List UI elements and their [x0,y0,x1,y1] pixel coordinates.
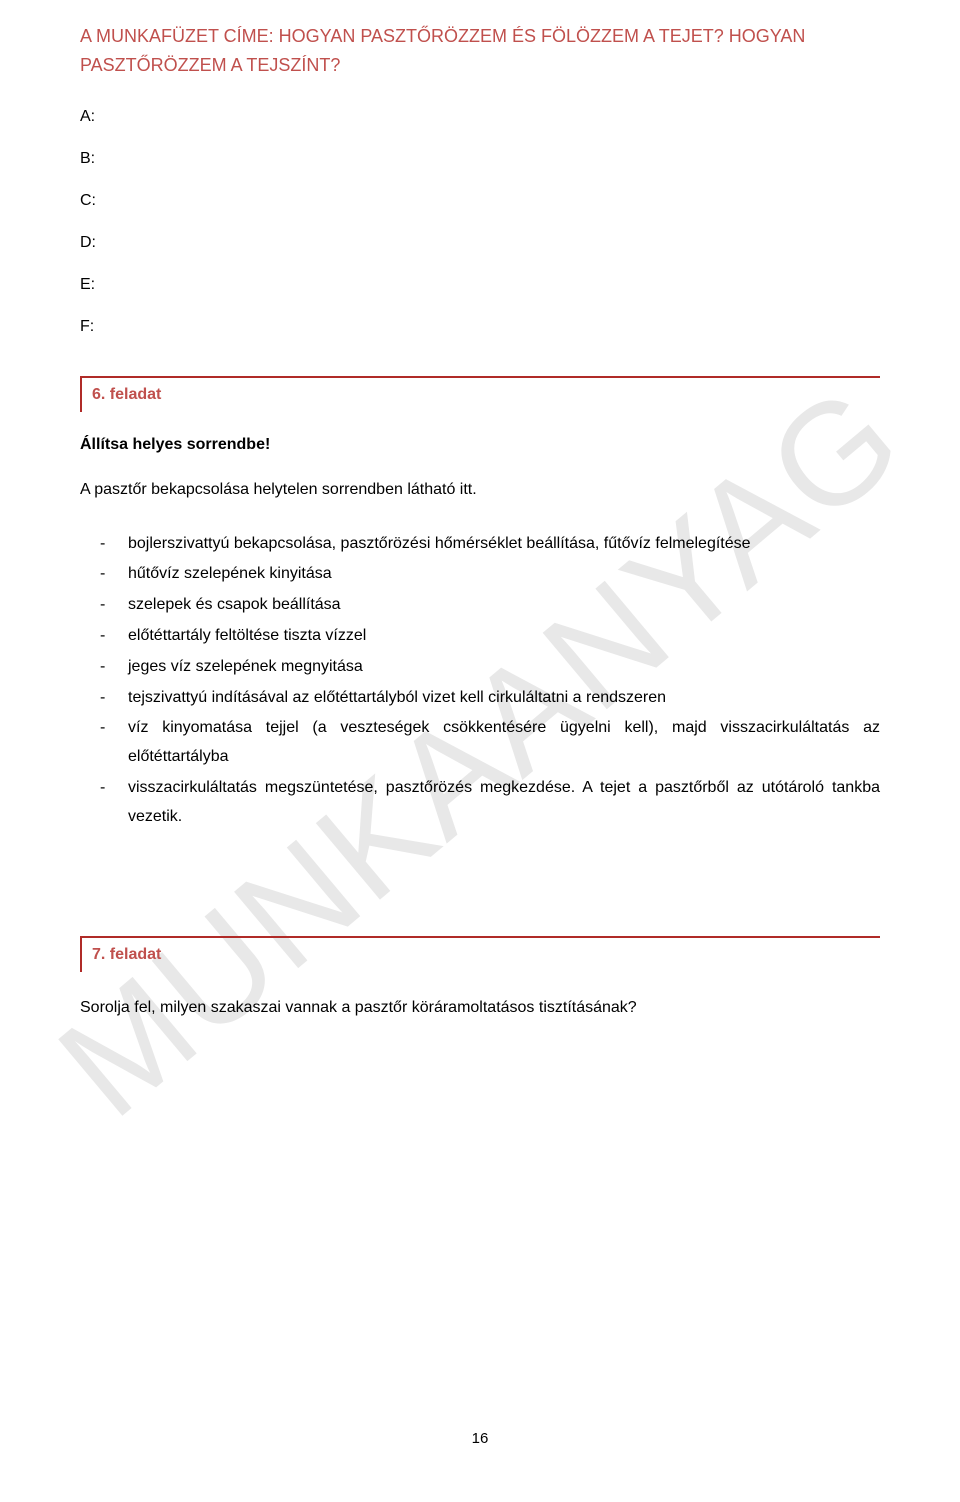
list-item: előtéttartály feltöltése tiszta vízzel [128,622,880,651]
list-item: hűtővíz szelepének kinyitása [128,560,880,589]
page-title: A MUNKAFÜZET CÍME: HOGYAN PASZTŐRÖZZEM É… [80,22,880,80]
list-item: szelepek és csapok beállítása [128,591,880,620]
answer-b: B: [80,150,880,168]
answer-a: A: [80,108,880,126]
task-6-list: bojlerszivattyú bekapcsolása, pasztőrözé… [80,530,880,832]
answer-d: D: [80,234,880,252]
answer-e: E: [80,276,880,294]
task-7-header: 7. feladat [80,936,880,972]
list-item: jeges víz szelepének megnyitása [128,653,880,682]
task-6-header: 6. feladat [80,376,880,412]
task-7-question: Sorolja fel, milyen szakaszai vannak a p… [80,996,880,1020]
list-item: bojlerszivattyú bekapcsolása, pasztőrözé… [128,530,880,559]
answer-c: C: [80,192,880,210]
list-item: visszacirkuláltatás megszüntetése, paszt… [128,774,880,832]
list-item: víz kinyomatása tejjel (a veszteségek cs… [128,714,880,772]
task-6-description: A pasztőr bekapcsolása helytelen sorrend… [80,478,880,502]
answer-f: F: [80,318,880,336]
task-6-instruction: Állítsa helyes sorrendbe! [80,436,880,454]
answer-list: A: B: C: D: E: F: [80,108,880,336]
page-number: 16 [472,1430,489,1447]
page-content: A MUNKAFÜZET CÍME: HOGYAN PASZTŐRÖZZEM É… [0,0,960,1020]
list-item: tejszivattyú indításával az előtéttartál… [128,684,880,713]
